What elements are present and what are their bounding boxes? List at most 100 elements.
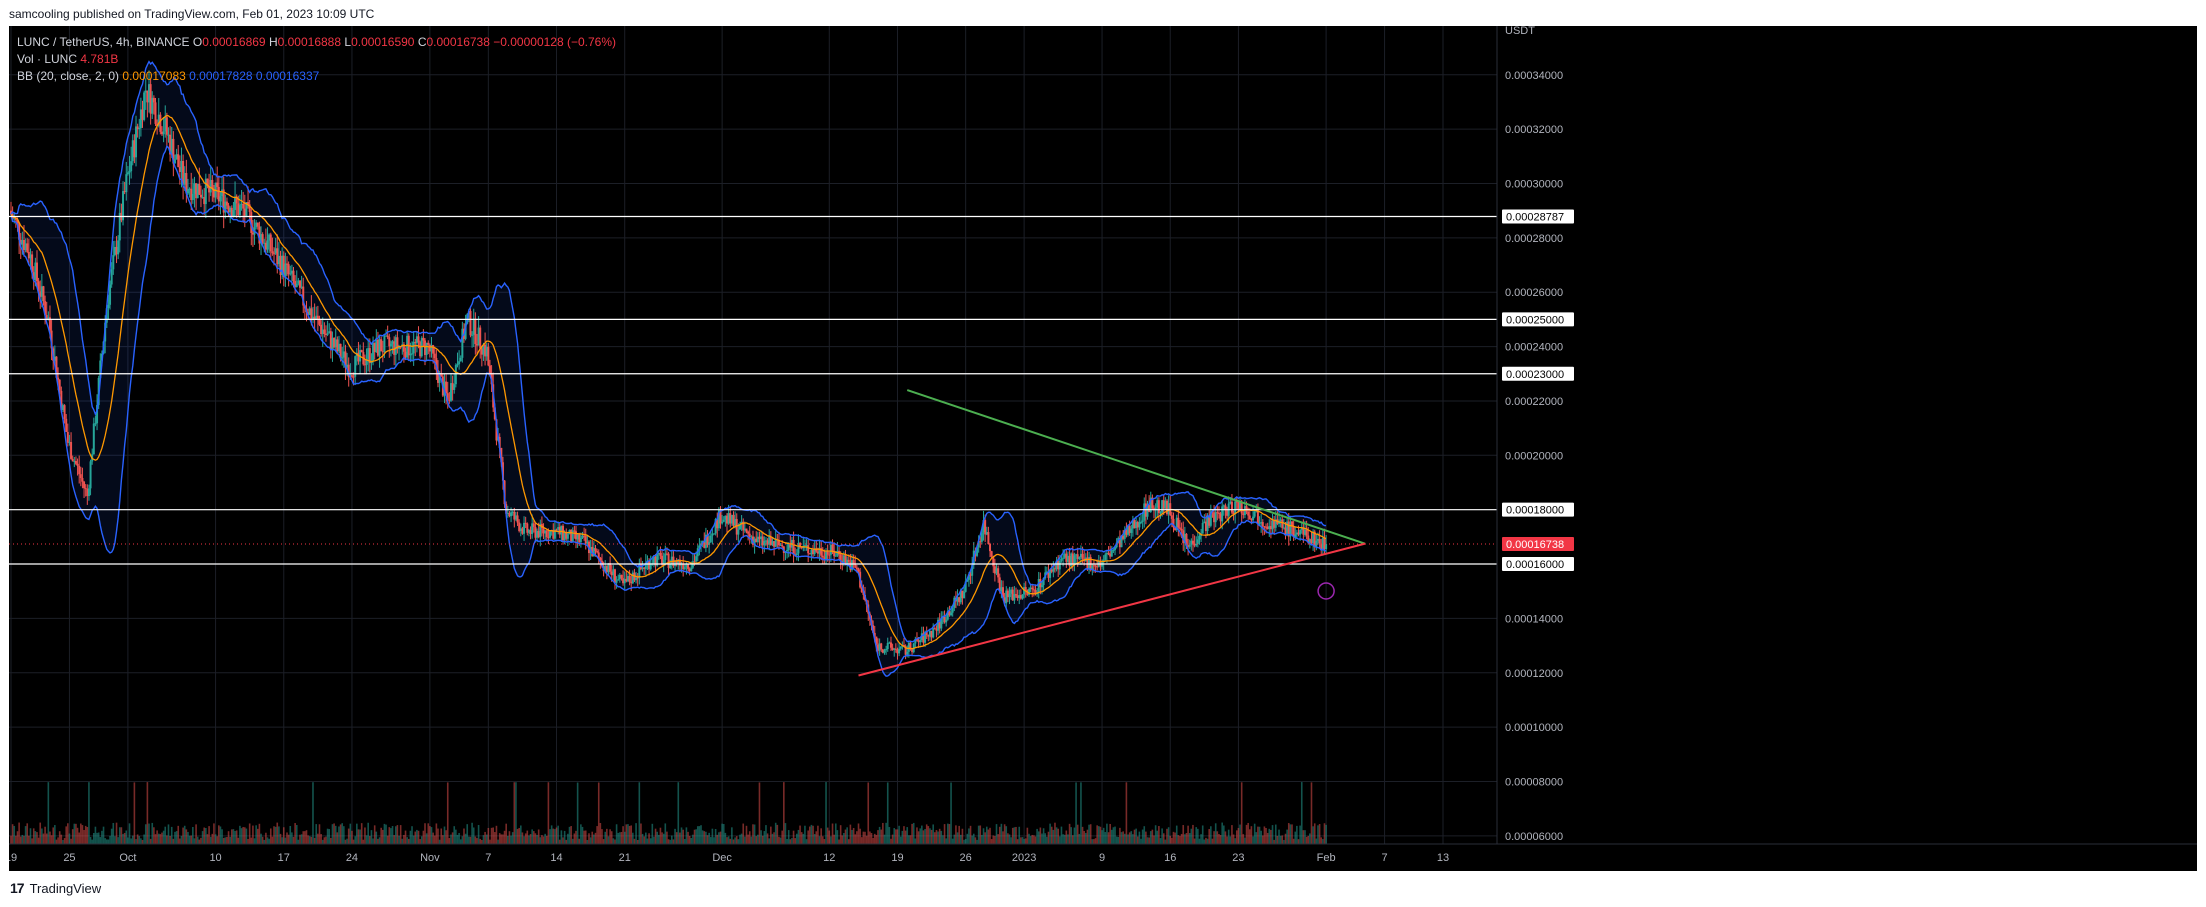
volume-bar (76, 827, 79, 844)
candle-body (177, 154, 180, 168)
volume-bar (674, 828, 676, 844)
candle-body (685, 564, 688, 568)
candle-body (713, 533, 716, 535)
candle-body (919, 640, 922, 643)
volume-bar (787, 830, 790, 844)
volume-bar (700, 825, 702, 844)
candle-body (560, 525, 563, 535)
candle-body (1071, 553, 1074, 565)
candle-body (284, 263, 287, 277)
candle-body (521, 528, 524, 534)
replay-icon (1317, 582, 1335, 600)
candle-body (1057, 560, 1060, 570)
volume-bar (930, 829, 933, 844)
volume-bar (606, 828, 608, 844)
volume-bar (1245, 824, 1248, 844)
candle-body (1058, 560, 1061, 570)
candle-body (928, 631, 931, 637)
candle-body (1006, 590, 1009, 598)
candle-body (1032, 589, 1035, 591)
candle-body (1149, 497, 1152, 513)
candle-body (1269, 526, 1272, 530)
volume-bar (1159, 838, 1162, 844)
volume-bar (16, 831, 19, 844)
candle-body (529, 530, 532, 534)
volume-bar (1216, 831, 1219, 844)
candle-body (117, 240, 120, 255)
volume-bar (620, 831, 623, 844)
candle-body (131, 140, 134, 162)
volume-bar (497, 839, 499, 844)
volume-bar (758, 782, 761, 844)
candle-body (35, 262, 38, 282)
volume-bar (1018, 826, 1021, 844)
volume-bar (610, 831, 613, 844)
candle-body (828, 554, 831, 556)
candle-body (326, 333, 329, 335)
volume-bar (971, 835, 973, 844)
candle-body (992, 556, 995, 567)
candle-body (337, 343, 340, 352)
candle-body (199, 194, 202, 198)
candle-body (238, 205, 241, 215)
chart-legend: LUNC / TetherUS, 4h, BINANCE O0.00016869… (17, 34, 616, 85)
candle-body (761, 536, 764, 546)
volume-bar (862, 831, 865, 844)
candle-body (964, 581, 967, 592)
candle-body (406, 335, 409, 358)
candle-body (208, 186, 211, 193)
candle-body (13, 218, 16, 220)
volume-bar (62, 839, 64, 844)
x-tick-label: 17 (278, 852, 290, 864)
candle-body (65, 418, 68, 432)
y-tick-label: 0.00014000 (1505, 613, 1563, 625)
volume-bar (120, 827, 123, 844)
volume-bar (78, 832, 80, 844)
volume-bar (662, 833, 665, 844)
candle-body (656, 554, 659, 566)
volume-bar (438, 839, 441, 844)
volume-bar (846, 827, 848, 844)
symbol-label[interactable]: LUNC / TetherUS, 4h, BINANCE (17, 35, 190, 49)
volume-bar (45, 833, 48, 844)
volume-bar (503, 830, 506, 844)
volume-bar (836, 830, 839, 844)
volume-bar (91, 839, 93, 844)
candle-body (279, 255, 282, 276)
volume-bar (1312, 826, 1314, 844)
volume-bar (901, 830, 904, 844)
candle-body (670, 556, 673, 564)
volume-bar (474, 836, 477, 844)
volume-bar (490, 827, 493, 844)
candle-body (932, 628, 935, 638)
volume-bar (261, 836, 264, 844)
tradingview-logo[interactable]: 17 TradingView (10, 880, 101, 896)
candle-body (591, 546, 594, 557)
candle-body (1079, 553, 1082, 558)
bollinger-label[interactable]: BB (20, close, 2, 0) (17, 69, 120, 83)
volume-bar (1279, 835, 1282, 844)
candle-body (1042, 578, 1045, 586)
candle-body (576, 534, 579, 540)
volume-bar (898, 825, 900, 844)
candle-body (133, 140, 136, 158)
candle-body (360, 350, 363, 353)
volume-bar (386, 835, 389, 844)
volume-bar (908, 835, 910, 844)
volume-label[interactable]: Vol · LUNC (17, 52, 78, 66)
volume-bar (333, 823, 335, 844)
chart-frame[interactable]: USDT 0.00034000 0.00032000 0.00030000 0.0002… (9, 26, 2197, 871)
volume-bar (343, 826, 345, 844)
candle-body (432, 345, 435, 354)
candle-body (842, 555, 845, 564)
volume-bar (1146, 837, 1149, 844)
candle-body (212, 188, 215, 198)
candle-body (1070, 553, 1073, 567)
candlestick-chart[interactable]: USDT0.000340000.000320000.000300000.0002… (9, 26, 2197, 871)
candle-body (485, 346, 488, 357)
volume-bar (1276, 835, 1279, 844)
candle-body (846, 559, 849, 565)
volume-bar (968, 828, 970, 844)
candle-body (768, 536, 771, 545)
candle-body (989, 543, 992, 552)
